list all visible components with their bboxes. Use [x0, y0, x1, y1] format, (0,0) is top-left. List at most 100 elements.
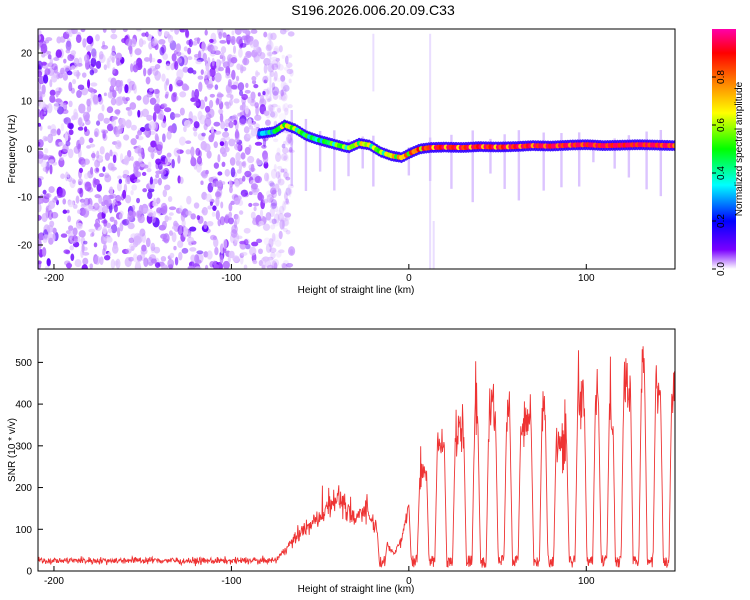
spectrogram-noise-cell [280, 75, 286, 82]
spectrogram-noise-cell [92, 51, 97, 60]
spectrogram-noise-cell [270, 199, 278, 209]
spectrogram-noise-cell [86, 98, 91, 107]
spectrogram-noise-cell [182, 66, 189, 73]
spectrogram-noise-cell [46, 224, 54, 233]
spectrogram-noise-cell [247, 118, 252, 127]
spectrogram-noise-cell [250, 163, 255, 173]
spectrogram-harmonic-smear [489, 138, 492, 174]
spectrogram-noise-cell [190, 155, 195, 163]
spectrogram-noise-cell [70, 87, 75, 94]
spectrogram-noise-cell [78, 103, 86, 114]
spectrogram-noise-cell [97, 112, 105, 122]
spectrogram-noise-cell [136, 197, 141, 204]
spectrogram-noise-cell [198, 81, 203, 92]
spectrogram-noise-cell [65, 262, 73, 269]
spectrogram-noise-cell [257, 92, 261, 97]
spectrogram-noise-cell [88, 137, 94, 144]
spectrogram-noise-cell [177, 240, 184, 249]
spectrogram-noise-cell [102, 226, 108, 235]
spectrogram-harmonic-smear [645, 131, 648, 190]
spectrogram-noise-cell [280, 80, 287, 91]
spectrogram-noise-cell [90, 166, 94, 175]
spectrogram-signal-layer [257, 33, 675, 269]
spectrogram-noise-cell [118, 178, 123, 184]
spectrogram-noise-cell [270, 110, 278, 119]
spectrogram-noise-cell [282, 168, 288, 174]
spectrogram-noise-cell [283, 155, 287, 161]
spectrogram-noise-cell [190, 213, 196, 220]
spectrogram-noise-cell [106, 236, 113, 243]
spectrogram-noise-cell [168, 212, 174, 216]
spectrogram-noise-cell [215, 97, 220, 106]
spectrogram-noise-cell [226, 35, 233, 41]
spectrogram-noise-cell [263, 31, 268, 38]
spectrogram-noise-cell [158, 224, 167, 231]
spectrogram-noise-cell [136, 95, 142, 101]
spectrogram-noise-cell [82, 111, 90, 120]
colorbar: 0.0 0.2 0.4 0.6 0.8 Normalized spectral ampl… [712, 29, 745, 276]
spectrogram-noise-cell [274, 63, 279, 68]
spectrogram-noise-cell [185, 29, 189, 38]
spectrogram-noise-cell [269, 208, 275, 218]
colorbar-gradient [712, 29, 736, 269]
spectrogram-noise-cell [169, 112, 176, 121]
spectrogram-noise-cell [72, 203, 78, 209]
spectrogram-noise-cell [122, 189, 127, 199]
spectrogram-noise-cell [280, 89, 284, 97]
spectrogram-noise-cell [38, 150, 44, 160]
spectrogram-noise-cell [211, 45, 219, 51]
spectrogram-noise-cell [273, 138, 279, 143]
spectrogram-noise-cell [149, 184, 155, 190]
spectrogram-noise-cell [271, 260, 278, 269]
spectrogram-noise-cell [244, 89, 251, 94]
spectrogram-noise-cell [127, 222, 135, 230]
spectrogram-noise-cell [145, 237, 151, 248]
spectrogram-noise-cell [187, 232, 192, 239]
spectrogram-noise-cell [42, 234, 50, 241]
spectrogram-noise-cell [83, 197, 91, 206]
spectrogram-noise-cell [118, 117, 127, 129]
spectrogram-noise-cell [38, 90, 43, 100]
snr-x-tick-label: 100 [578, 576, 595, 587]
spectrogram-noise-cell [46, 50, 52, 55]
spectrogram-noise-cell [86, 35, 94, 45]
spectrogram-y-tick-label: 20 [21, 49, 33, 60]
spectrogram-noise-cell [157, 29, 163, 37]
spectrogram-noise-cell [270, 224, 276, 230]
spectrogram-noise-cell [187, 67, 194, 74]
spectrogram-noise-cell [219, 146, 226, 155]
spectrogram-noise-cell [263, 63, 268, 74]
spectrogram-noise-cell [125, 38, 133, 47]
spectrogram-noise-cell [232, 255, 240, 263]
spectrogram-noise-cell [65, 49, 71, 54]
spectrogram-noise-cell [38, 177, 42, 188]
spectrogram-noise-cell [226, 86, 233, 95]
spectrogram-noise-cell [158, 39, 166, 45]
spectrogram-noise-cell [72, 227, 78, 236]
spectrogram-noise-cell [207, 205, 213, 210]
spectrogram-noise-cell [38, 239, 42, 250]
spectrogram-noise-cell [262, 198, 269, 204]
spectrogram-noise-cell [93, 202, 100, 211]
spectrogram-noise-cell [220, 120, 226, 130]
spectrogram-noise-cell [162, 53, 168, 60]
spectrogram-noise-cell [247, 96, 252, 104]
spectrogram-noise-cell [38, 203, 42, 213]
spectrogram-noise-cell [250, 211, 256, 220]
spectrogram-noise-cell [262, 256, 270, 262]
spectrogram-noise-cell [254, 102, 259, 109]
spectrogram-noise-cell [218, 179, 223, 188]
spectrogram-harmonic-smear [450, 134, 453, 189]
spectrogram-y-tick-label: -20 [18, 241, 33, 252]
spectrogram-noise-cell [117, 84, 122, 95]
spectrogram-noise-cell [103, 92, 107, 97]
spectrogram-noise-cell [287, 183, 295, 189]
spectrogram-noise-cell [130, 189, 134, 196]
spectrogram-noise-cell [271, 82, 276, 90]
spectrogram-noise-cell [205, 169, 209, 175]
spectrogram-noise-cell [58, 149, 63, 157]
spectrogram-noise-cell [161, 121, 167, 128]
spectrogram-noise-cell [41, 213, 48, 223]
spectrogram-noise-cell [155, 174, 160, 179]
spectrogram-noise-cell [53, 102, 59, 111]
